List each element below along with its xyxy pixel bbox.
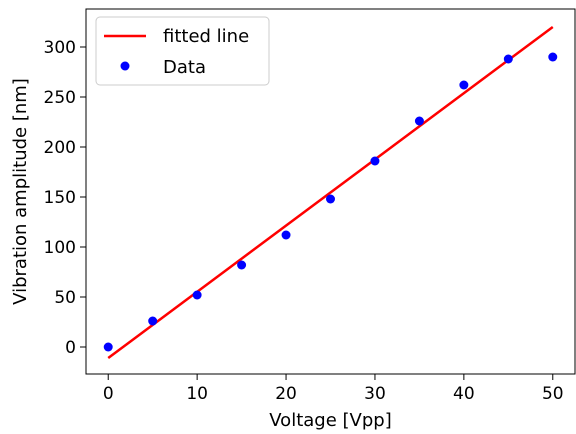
data-point [148, 316, 158, 326]
data-point [103, 342, 113, 352]
x-tick-label: 40 [453, 384, 475, 404]
data-point [281, 230, 291, 240]
y-tick-label: 150 [44, 188, 76, 208]
data-point [370, 156, 380, 166]
data-point [548, 52, 558, 62]
y-tick-label: 100 [44, 238, 76, 258]
data-point [459, 80, 469, 90]
x-tick-label: 50 [542, 384, 564, 404]
data-point [503, 54, 513, 64]
y-tick-label: 250 [44, 88, 76, 108]
fitted-line [107, 25, 554, 360]
legend-label-data: Data [163, 57, 206, 78]
legend-swatch-data [120, 61, 130, 71]
data-point [237, 260, 247, 270]
y-axis-label: Vibration amplitude [nm] [10, 78, 31, 305]
data-point [414, 116, 424, 126]
y-tick-label: 300 [44, 38, 76, 58]
plot-frame [85, 8, 576, 375]
legend-label-fitted-line: fitted line [163, 26, 249, 47]
x-tick-label: 0 [103, 384, 114, 404]
y-axis-ticks: 0 50 100 150 200 250 300 [44, 38, 86, 358]
x-tick-label: 20 [275, 384, 297, 404]
data-point [326, 194, 335, 204]
x-tick-label: 30 [364, 384, 386, 404]
legend-box [95, 16, 270, 86]
x-axis-ticks: 0 10 20 30 40 50 [103, 374, 564, 404]
data-point [192, 290, 202, 300]
series-layer [103, 25, 558, 360]
x-axis-label: Voltage [Vpp] [269, 410, 391, 431]
y-tick-label: 50 [54, 288, 76, 308]
legend: fitted line Data [95, 16, 270, 86]
plot-border [85, 8, 576, 375]
x-tick-label: 10 [186, 384, 208, 404]
y-tick-label: 0 [65, 338, 76, 358]
y-tick-label: 200 [44, 138, 76, 158]
